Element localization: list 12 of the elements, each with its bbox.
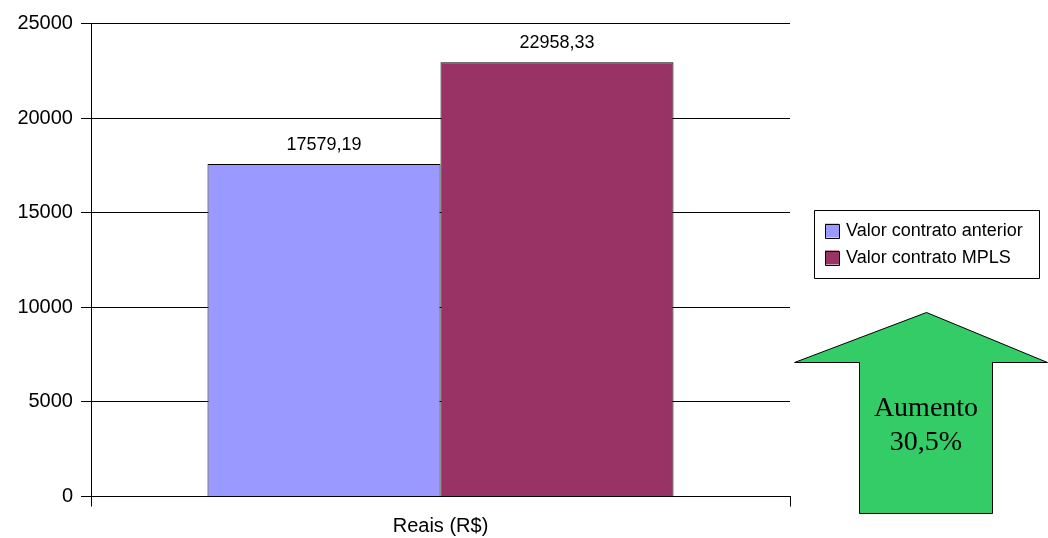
data-label: 22958,33 — [519, 32, 595, 53]
y-tick-label: 20000 — [17, 105, 73, 128]
y-tick-label: 5000 — [28, 389, 73, 412]
y-tick-label: 10000 — [17, 294, 73, 317]
text: Aumento 30,5% — [872, 390, 980, 458]
x-tick-label: Reais (R$) — [392, 514, 489, 537]
data-label: 17579,19 — [286, 133, 362, 154]
y-tick-label: 25000 — [17, 11, 73, 34]
y-tick-label: 15000 — [17, 200, 73, 223]
legend-label: Valor contrato anterior — [846, 220, 1023, 241]
legend-label: Valor contrato MPLS — [846, 247, 1011, 268]
y-tick-label: 0 — [61, 484, 73, 507]
